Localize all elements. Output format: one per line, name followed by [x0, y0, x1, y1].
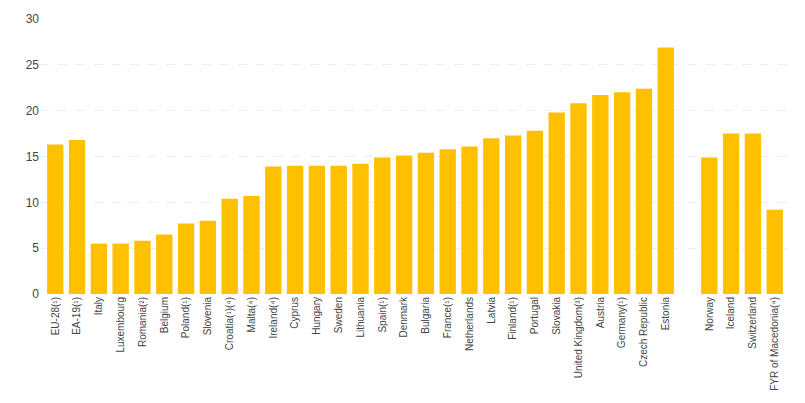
svg-text:Germany(¹): Germany(¹) [616, 297, 627, 348]
svg-text:Bulgaria: Bulgaria [420, 297, 431, 334]
svg-text:Belgium: Belgium [159, 297, 170, 333]
svg-text:15: 15 [26, 150, 40, 164]
svg-text:Portugal: Portugal [529, 297, 540, 334]
svg-text:Poland(¹): Poland(¹) [180, 297, 191, 338]
svg-text:Slovenia: Slovenia [202, 297, 213, 336]
svg-text:Netherlands: Netherlands [464, 297, 475, 351]
svg-text:Malta(⁴): Malta(⁴) [246, 297, 257, 332]
svg-text:Croatia(¹)(⁴): Croatia(¹)(⁴) [224, 297, 235, 350]
svg-text:Czech Republic: Czech Republic [638, 297, 649, 367]
svg-text:France(¹): France(¹) [442, 297, 453, 338]
svg-text:EU-28(¹): EU-28(¹) [50, 297, 61, 335]
svg-text:Iceland: Iceland [725, 297, 736, 329]
svg-text:Estonia: Estonia [660, 297, 671, 331]
svg-text:Sweden: Sweden [333, 297, 344, 333]
svg-text:20: 20 [26, 104, 40, 118]
svg-text:Cyprus: Cyprus [289, 297, 300, 329]
svg-text:Lithuania: Lithuania [355, 297, 366, 338]
svg-text:30: 30 [26, 12, 40, 26]
svg-text:5: 5 [32, 241, 39, 255]
svg-text:Ireland(⁴): Ireland(⁴) [268, 297, 279, 339]
svg-text:EA-19(¹): EA-19(¹) [71, 297, 82, 335]
svg-text:Slovakia: Slovakia [551, 297, 562, 335]
svg-text:Hungary: Hungary [311, 297, 322, 335]
svg-text:25: 25 [26, 58, 40, 72]
svg-text:FYR of Macedonia(⁴): FYR of Macedonia(⁴) [769, 297, 780, 391]
svg-text:Latvia: Latvia [486, 297, 497, 324]
svg-text:Romania(²): Romania(²) [137, 297, 148, 347]
svg-text:United Kingdom(³): United Kingdom(³) [573, 297, 584, 378]
svg-text:Switzerland: Switzerland [747, 297, 758, 349]
svg-text:Spain(¹): Spain(¹) [377, 297, 388, 333]
svg-text:Italy: Italy [93, 297, 104, 315]
svg-text:Luxembourg: Luxembourg [115, 297, 126, 353]
svg-text:Denmark: Denmark [398, 296, 409, 338]
svg-text:0: 0 [32, 287, 39, 301]
svg-text:Finland(¹): Finland(¹) [507, 297, 518, 340]
svg-text:Austria: Austria [595, 297, 606, 329]
svg-text:10: 10 [26, 196, 40, 210]
svg-text:Norway: Norway [704, 297, 715, 331]
